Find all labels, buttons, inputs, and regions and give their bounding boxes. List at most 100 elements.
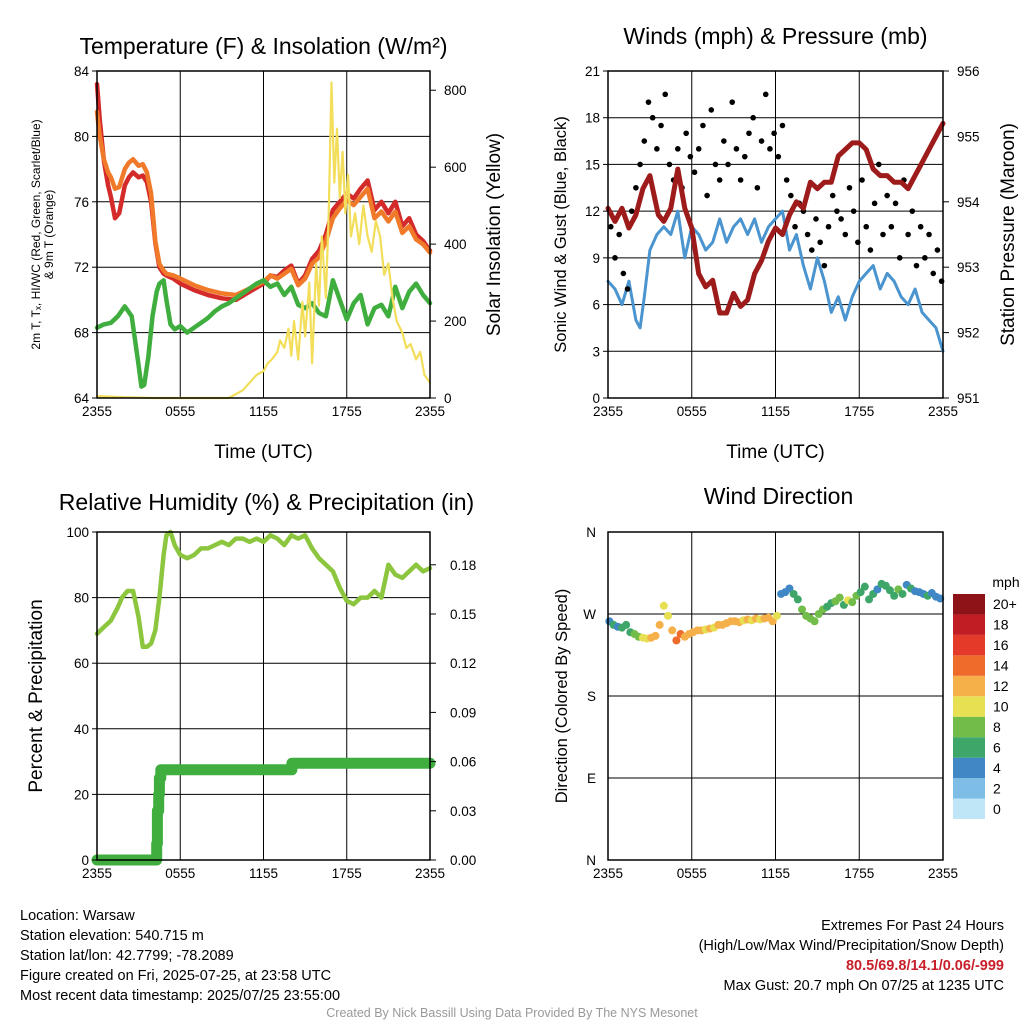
wind-chart-gust-point	[691, 169, 698, 176]
wind-chart-gust-point	[779, 122, 786, 129]
wind-chart-gust-point	[700, 122, 706, 129]
wind-chart-gust-point	[654, 146, 660, 152]
wind-chart-gust-point	[863, 223, 870, 230]
wind-chart-gust-point	[838, 216, 844, 222]
wind-chart-gust-point	[884, 192, 890, 199]
wind-chart-gust-point	[762, 91, 769, 98]
wind-chart-gust-point	[607, 223, 614, 230]
dir-chart-colorbar-swatch	[953, 634, 985, 656]
created-text: Figure created on Fri, 2025-07-25, at 23…	[20, 968, 332, 984]
dir-chart-x-tick-label: 1155	[761, 866, 790, 881]
rh-chart-y2-tick-label: 0.12	[450, 656, 476, 671]
wind-chart-plot-border	[607, 70, 944, 399]
dir-chart-x-tick-label: 2355	[928, 866, 958, 881]
max-gust-text: Max Gust: 20.7 mph On 07/25 at 1235 UTC	[723, 978, 1004, 994]
wind-chart-gust-point	[637, 161, 643, 168]
dir-chart-direction-point	[873, 585, 882, 594]
rh-chart-y2-tick-label: 0.00	[450, 853, 476, 868]
dir-chart-x-tick-label: 0555	[677, 866, 707, 881]
wind-chart-x-tick-label: 2355	[593, 404, 623, 419]
wind-chart-gust-point	[725, 161, 731, 168]
temp-chart-plot-border	[96, 70, 431, 399]
dir-chart-direction-point	[885, 586, 894, 595]
dir-chart-colorbar-swatch	[953, 675, 985, 697]
wind-chart-gust-point	[930, 270, 937, 277]
wind-chart-gust-point	[624, 286, 631, 292]
wind-chart-gust-point	[612, 255, 618, 261]
wind-chart-gust-point	[855, 239, 861, 246]
wind-chart-ylabel: Sonic Wind & Gust (Blue, Black)	[552, 116, 570, 353]
dir-chart-direction-point	[664, 611, 673, 620]
dir-chart-colorbar-swatch	[953, 778, 985, 799]
dir-chart-colorbar-label: 20+	[993, 596, 1017, 612]
wind-chart-gust-point	[834, 208, 840, 214]
dir-chart-x-tick-label: 1755	[844, 866, 874, 881]
wind-chart-gust-point	[842, 231, 849, 238]
rh-chart-y-tick-label: 20	[74, 787, 89, 802]
wind-chart-pressure-line	[605, 120, 946, 316]
dir-chart-direction-point	[856, 588, 865, 597]
dir-chart-colorbar-swatch	[953, 614, 985, 635]
wind-chart-gust-point	[641, 138, 648, 144]
wind-chart-y-tick-label: 9	[592, 251, 600, 266]
wind-chart-gust-point	[875, 161, 882, 168]
wind-chart-gust-point	[829, 192, 836, 199]
temp-chart-y2-tick-label: 800	[444, 83, 467, 98]
temp-chart-y-tick-label: 76	[74, 195, 89, 210]
rh-chart-x-tick-label: 1155	[249, 866, 278, 881]
wind-chart-gust-point	[905, 231, 911, 238]
dir-chart-colorbar-label: 12	[993, 678, 1009, 694]
temp-chart-xlabel: Time (UTC)	[214, 442, 313, 463]
temp-chart-y2-tick-label: 400	[444, 237, 467, 252]
dir-chart-direction-point	[789, 589, 798, 598]
wind-chart-y2-tick-label: 952	[957, 326, 980, 341]
rh-chart-y-tick-label: 100	[66, 525, 89, 540]
wind-chart-gust-point	[687, 153, 694, 160]
wind-chart-gust-point	[758, 138, 765, 144]
rh-chart-y-tick-label: 0	[81, 853, 89, 868]
wind-chart-gust-point	[896, 255, 903, 261]
wind-chart-gust-point	[808, 247, 815, 253]
temp-chart-x-tick-label: 2355	[415, 404, 445, 419]
wind-chart-y2-tick-label: 951	[957, 391, 980, 406]
rh-chart-y-tick-label: 60	[74, 656, 89, 671]
wind-chart-xlabel: Time (UTC)	[726, 442, 825, 463]
wind-chart-gust-point	[859, 177, 865, 183]
dir-chart-direction-point	[810, 617, 819, 626]
wind-chart-y2-tick-label: 956	[957, 64, 980, 79]
credit-line: Created By Nick Bassill Using Data Provi…	[326, 1006, 698, 1020]
wind-chart-y-tick-label: 0	[592, 391, 600, 406]
wind-chart-gust-point	[821, 262, 828, 269]
dir-chart-direction-point	[655, 620, 664, 629]
wind-chart-title: Winds (mph) & Pressure (mb)	[623, 23, 927, 49]
wind-chart-x-tick-label: 1155	[761, 404, 790, 419]
temp-chart-insolation-line	[95, 81, 432, 400]
temp-chart-y-tick-label: 64	[74, 391, 90, 406]
rh-chart-y-tick-label: 40	[74, 722, 89, 737]
temp-chart-dewpoint-line	[94, 278, 433, 389]
rh-chart-x-tick-label: 0555	[165, 866, 195, 881]
rh-chart-x-tick-label: 1755	[332, 866, 362, 881]
wind-chart-gust-point	[888, 223, 895, 230]
wind-chart-gust-point	[649, 114, 656, 121]
wind-chart-y2-tick-label: 955	[957, 129, 980, 144]
dir-chart-direction-point	[622, 620, 631, 629]
wind-chart-gust-point	[813, 216, 819, 222]
wind-chart-gust-point	[767, 146, 773, 152]
wind-chart-gust-point	[917, 223, 924, 230]
dir-chart-colorbar-swatch	[953, 594, 985, 615]
wind-chart-gust-point	[775, 153, 782, 160]
temp-chart-y2-tick-label: 200	[444, 314, 467, 329]
dir-chart-colorbar-label: 16	[993, 637, 1009, 653]
dir-chart-direction-point	[659, 601, 668, 610]
temp-chart-x-tick-label: 2355	[82, 404, 112, 419]
wind-chart-x-tick-label: 0555	[677, 404, 707, 419]
wind-chart-gust-point	[628, 208, 635, 214]
rh-chart-plot-border	[96, 531, 431, 861]
wind-chart-gust-point	[871, 200, 878, 207]
rh-chart-y2-tick-label: 0.03	[450, 804, 476, 819]
dir-chart-direction-point	[835, 593, 844, 602]
location-text: Location: Warsaw	[20, 908, 135, 924]
wind-chart-gust-point	[729, 99, 736, 105]
temp-chart-y-tick-label: 80	[74, 129, 89, 144]
